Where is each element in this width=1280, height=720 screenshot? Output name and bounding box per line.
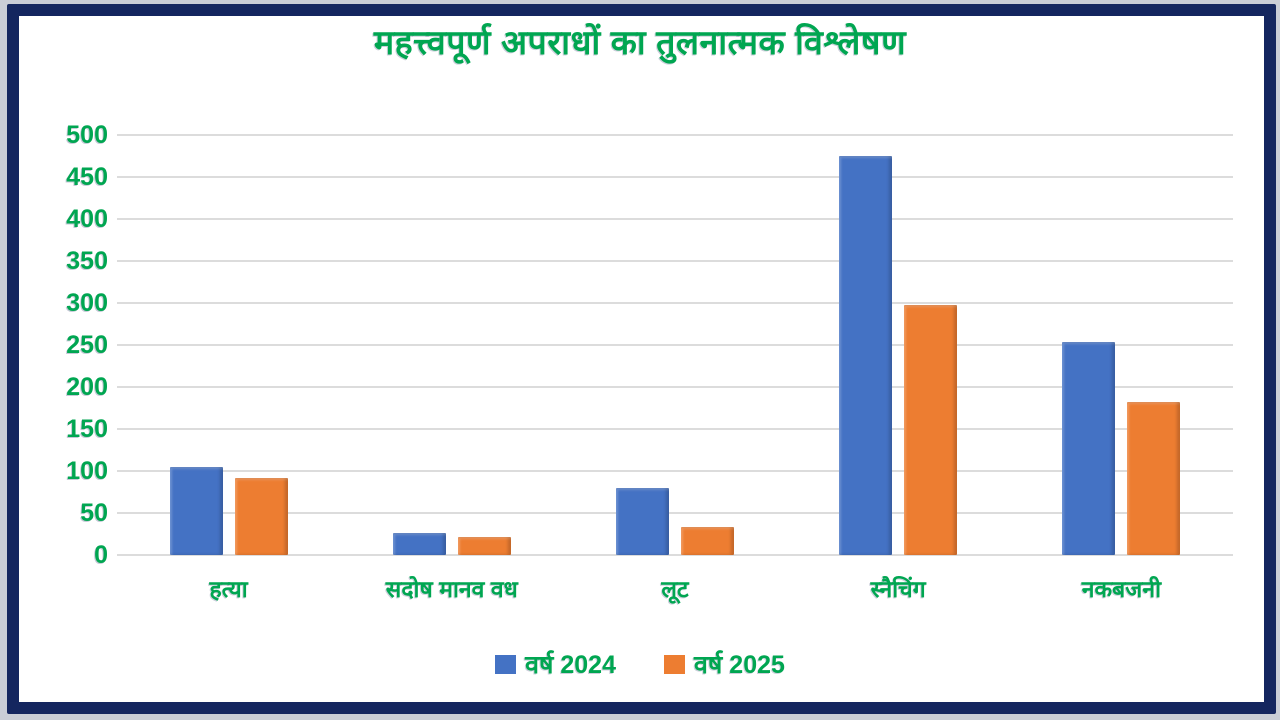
y-tick-label: 50 [80,499,108,527]
bar-group [1010,135,1233,555]
y-tick-label: 250 [66,331,108,359]
y-tick-label: 350 [66,247,108,275]
bar-series-0 [169,466,223,555]
bar-series-1 [234,477,288,555]
y-tick-label: 500 [66,121,108,149]
legend-swatch [664,654,685,674]
legend-swatch [495,654,517,674]
y-tick-label: 300 [66,289,108,317]
x-category-label: स्नैचिंग [870,576,926,602]
x-category-label: लूट [661,576,689,602]
bar-series-1 [904,304,958,555]
bar-group [340,135,563,555]
chart-title: महत्त्वपूर्ण अपराधों का तुलनात्मक विश्ले… [373,24,907,62]
y-tick-label: 400 [66,205,108,233]
legend-item: वर्ष 2025 [664,647,785,681]
y-tick-label: 100 [66,457,108,485]
bar-series-1 [1127,402,1181,555]
bar-series-0 [1062,342,1116,555]
bar-group [117,135,340,555]
x-category-label: हत्या [209,576,248,602]
bar-series-0 [839,156,893,555]
y-tick-label: 150 [66,415,108,443]
bar-group [563,135,786,555]
y-tick-label: 200 [66,373,108,401]
legend-item: वर्ष 2024 [495,647,616,681]
bar-series-1 [681,527,734,555]
legend-label: वर्ष 2024 [525,651,616,679]
y-tick-label: 450 [66,163,108,191]
bar-group [787,135,1010,555]
plot-area [117,134,1233,556]
bars-row [117,135,1233,555]
bar-series-0 [392,533,446,555]
x-axis: हत्या सदोष मानव वध लूट स्नैचिंग नकबजनी [117,572,1233,606]
y-tick-label: 0 [94,541,108,569]
bar-series-0 [616,487,669,555]
y-axis: 0 50 100 150 200 250 300 350 400 450 500 [28,121,108,569]
legend: वर्ष 2024 वर्ष 2025 [0,646,1280,682]
legend-label: वर्ष 2025 [694,651,785,679]
bar-series-1 [457,536,511,555]
x-category-label: नकबजनी [1081,576,1162,602]
x-category-label: सदोष मानव वध [385,576,518,602]
